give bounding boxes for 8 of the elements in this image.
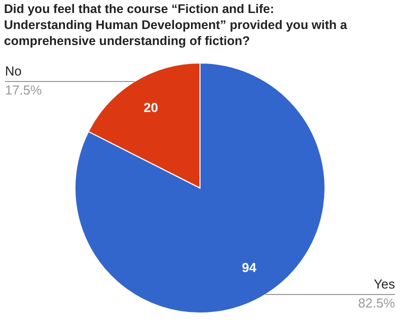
text: 82.5% bbox=[358, 295, 396, 310]
chart-title: Did you feel that the course “Fiction and Life: Understanding Human Development” provided you with a comprehensive understanding of fiction? bbox=[4, 2, 348, 48]
data-label: 20 bbox=[144, 100, 158, 116]
pie-slice bbox=[74, 62, 326, 314]
data-label: 94 bbox=[242, 260, 258, 275]
slice-label: No bbox=[5, 64, 22, 79]
slice-label: Yes bbox=[374, 276, 396, 292]
text: 17.5% bbox=[5, 82, 42, 98]
